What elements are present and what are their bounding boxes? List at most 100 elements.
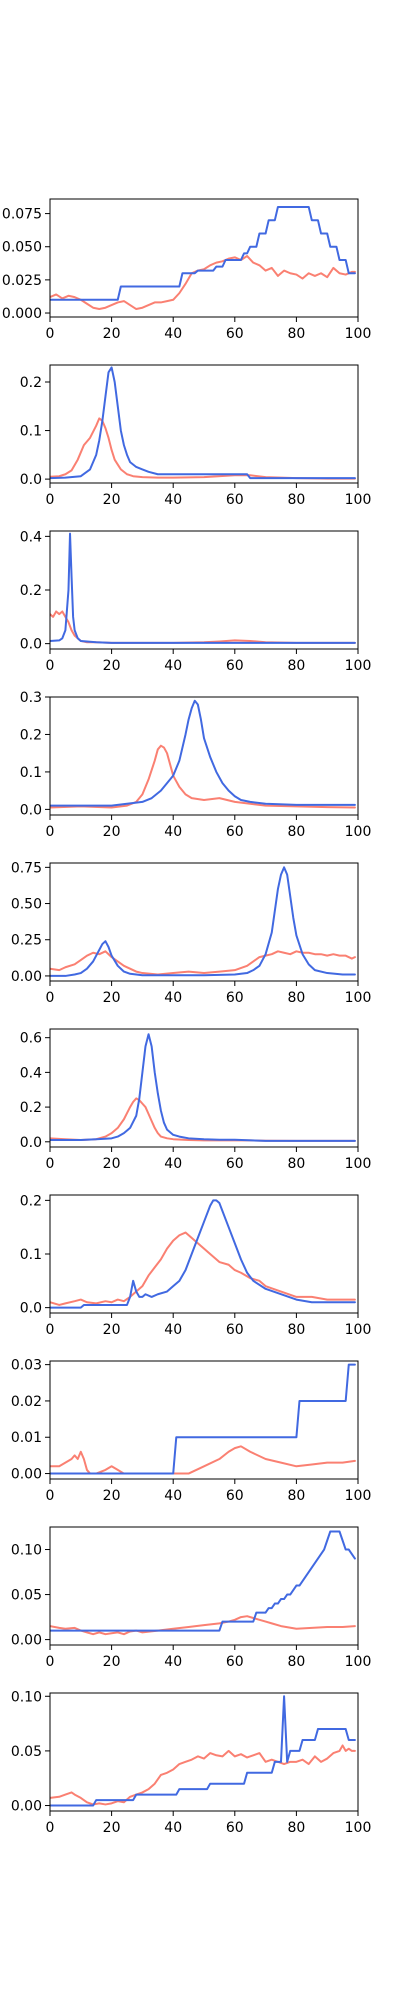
- x-tick-label: 80: [287, 1820, 305, 1836]
- y-tick-label: 0.6: [20, 1031, 42, 1047]
- x-tick-label: 20: [103, 658, 121, 674]
- y-tick-label: 0.03: [11, 1358, 42, 1374]
- y-tick-label: 0.02: [11, 1394, 42, 1410]
- series-line-2: [50, 866, 356, 977]
- x-tick-label: 20: [103, 990, 121, 1006]
- x-tick-label: 100: [345, 1654, 372, 1670]
- x-tick-label: 40: [164, 492, 182, 508]
- x-tick-label: 100: [345, 824, 372, 840]
- y-tick-label: 0.4: [20, 1065, 42, 1081]
- y-tick-label: 0.1: [20, 424, 42, 440]
- y-tick-label: 0.2: [20, 1100, 42, 1116]
- x-tick-label: 60: [226, 326, 244, 342]
- y-tick-label: 0.075: [2, 207, 42, 223]
- axes-frame: [49, 1028, 359, 1148]
- y-tick-label: 0.1: [20, 1247, 42, 1263]
- series-line-1: [50, 1744, 356, 1806]
- series-line-1: [50, 1615, 356, 1636]
- subplot-2: 0 20 40 60 80 100 0.0 0.1 0.2: [20, 364, 372, 508]
- series-line-2: [50, 1695, 356, 1807]
- y-tick-label: 0.0: [20, 637, 42, 653]
- x-tick-label: 0: [46, 1322, 55, 1338]
- x-tick-label: 80: [287, 1654, 305, 1670]
- series-line-2: [50, 1199, 356, 1309]
- x-tick-label: 100: [345, 990, 372, 1006]
- x-tick-label: 80: [287, 658, 305, 674]
- series-line-2: [50, 205, 356, 301]
- series-line-2: [50, 699, 356, 807]
- x-tick-label: 80: [287, 492, 305, 508]
- subplot-1: 0 20 40 60 80 100 0.000 0.025 0.050 0.075: [2, 198, 372, 342]
- x-tick-label: 60: [226, 990, 244, 1006]
- axes-frame: [49, 364, 359, 484]
- y-tick-label: 0.00: [11, 1799, 42, 1815]
- y-tick-label: 0.000: [2, 306, 42, 322]
- x-tick-label: 80: [287, 1156, 305, 1172]
- subplot-3: 0 20 40 60 80 100 0.0 0.2 0.4: [20, 529, 372, 674]
- y-tick-label: 0.3: [20, 690, 42, 706]
- x-tick-label: 60: [226, 824, 244, 840]
- y-tick-label: 0.2: [20, 375, 42, 391]
- y-tick-label: 0.2: [20, 727, 42, 743]
- x-tick-label: 40: [164, 658, 182, 674]
- y-tick-label: 0.50: [11, 897, 42, 913]
- x-tick-label: 0: [46, 492, 55, 508]
- x-tick-label: 60: [226, 1654, 244, 1670]
- x-tick-label: 60: [226, 492, 244, 508]
- subplot-10: 0 20 40 60 80 100 0.00 0.05 0.10: [11, 1689, 372, 1836]
- subplot-9: 0 20 40 60 80 100 0.00 0.05 0.10: [11, 1526, 372, 1670]
- subplot-5: 0 20 40 60 80 100 0.00 0.25 0.50 0.75: [11, 860, 372, 1006]
- x-tick-label: 100: [345, 1488, 372, 1504]
- axes-frame: [49, 1360, 359, 1480]
- x-tick-label: 100: [345, 1156, 372, 1172]
- x-tick-label: 0: [46, 824, 55, 840]
- y-tick-label: 0.00: [11, 1467, 42, 1483]
- x-tick-label: 20: [103, 326, 121, 342]
- y-tick-label: 0.025: [2, 273, 42, 289]
- x-tick-label: 40: [164, 1820, 182, 1836]
- x-tick-label: 80: [287, 1322, 305, 1338]
- x-tick-label: 0: [46, 1654, 55, 1670]
- y-tick-label: 0.2: [20, 1193, 42, 1209]
- x-tick-label: 0: [46, 1156, 55, 1172]
- x-tick-label: 40: [164, 1156, 182, 1172]
- x-tick-label: 80: [287, 824, 305, 840]
- x-tick-label: 60: [226, 1820, 244, 1836]
- x-tick-label: 60: [226, 1322, 244, 1338]
- series-line-2: [50, 532, 356, 644]
- x-tick-label: 60: [226, 658, 244, 674]
- axes-frame: [49, 1526, 359, 1646]
- x-tick-label: 100: [345, 1820, 372, 1836]
- x-tick-label: 100: [345, 326, 372, 342]
- x-tick-label: 100: [345, 492, 372, 508]
- x-tick-label: 80: [287, 326, 305, 342]
- series-line-2: [50, 1363, 356, 1475]
- y-tick-label: 0.0: [20, 802, 42, 818]
- y-tick-label: 0.05: [11, 1588, 42, 1604]
- y-tick-label: 0.1: [20, 765, 42, 781]
- subplot-4: 0 20 40 60 80 100 0.0 0.1 0.2 0.3: [20, 690, 372, 840]
- x-tick-label: 20: [103, 1654, 121, 1670]
- x-tick-label: 80: [287, 1488, 305, 1504]
- x-tick-label: 100: [345, 1322, 372, 1338]
- x-tick-label: 40: [164, 1488, 182, 1504]
- x-tick-label: 20: [103, 1820, 121, 1836]
- subplot-7: 0 20 40 60 80 100 0.0 0.1 0.2: [20, 1193, 372, 1338]
- axes-frame: [49, 198, 359, 318]
- x-tick-label: 20: [103, 492, 121, 508]
- y-tick-label: 0.0: [20, 472, 42, 488]
- x-tick-label: 20: [103, 824, 121, 840]
- series-line-1: [50, 1231, 356, 1306]
- axes-frame: [49, 862, 359, 982]
- y-tick-label: 0.050: [2, 240, 42, 256]
- series-line-2: [50, 366, 356, 480]
- x-tick-label: 0: [46, 1820, 55, 1836]
- x-tick-label: 0: [46, 326, 55, 342]
- y-tick-label: 0.10: [11, 1543, 42, 1559]
- y-tick-label: 0.00: [11, 1633, 42, 1649]
- x-tick-label: 0: [46, 990, 55, 1006]
- axes-frame: [49, 1692, 359, 1812]
- y-tick-label: 0.05: [11, 1744, 42, 1760]
- x-tick-label: 40: [164, 1654, 182, 1670]
